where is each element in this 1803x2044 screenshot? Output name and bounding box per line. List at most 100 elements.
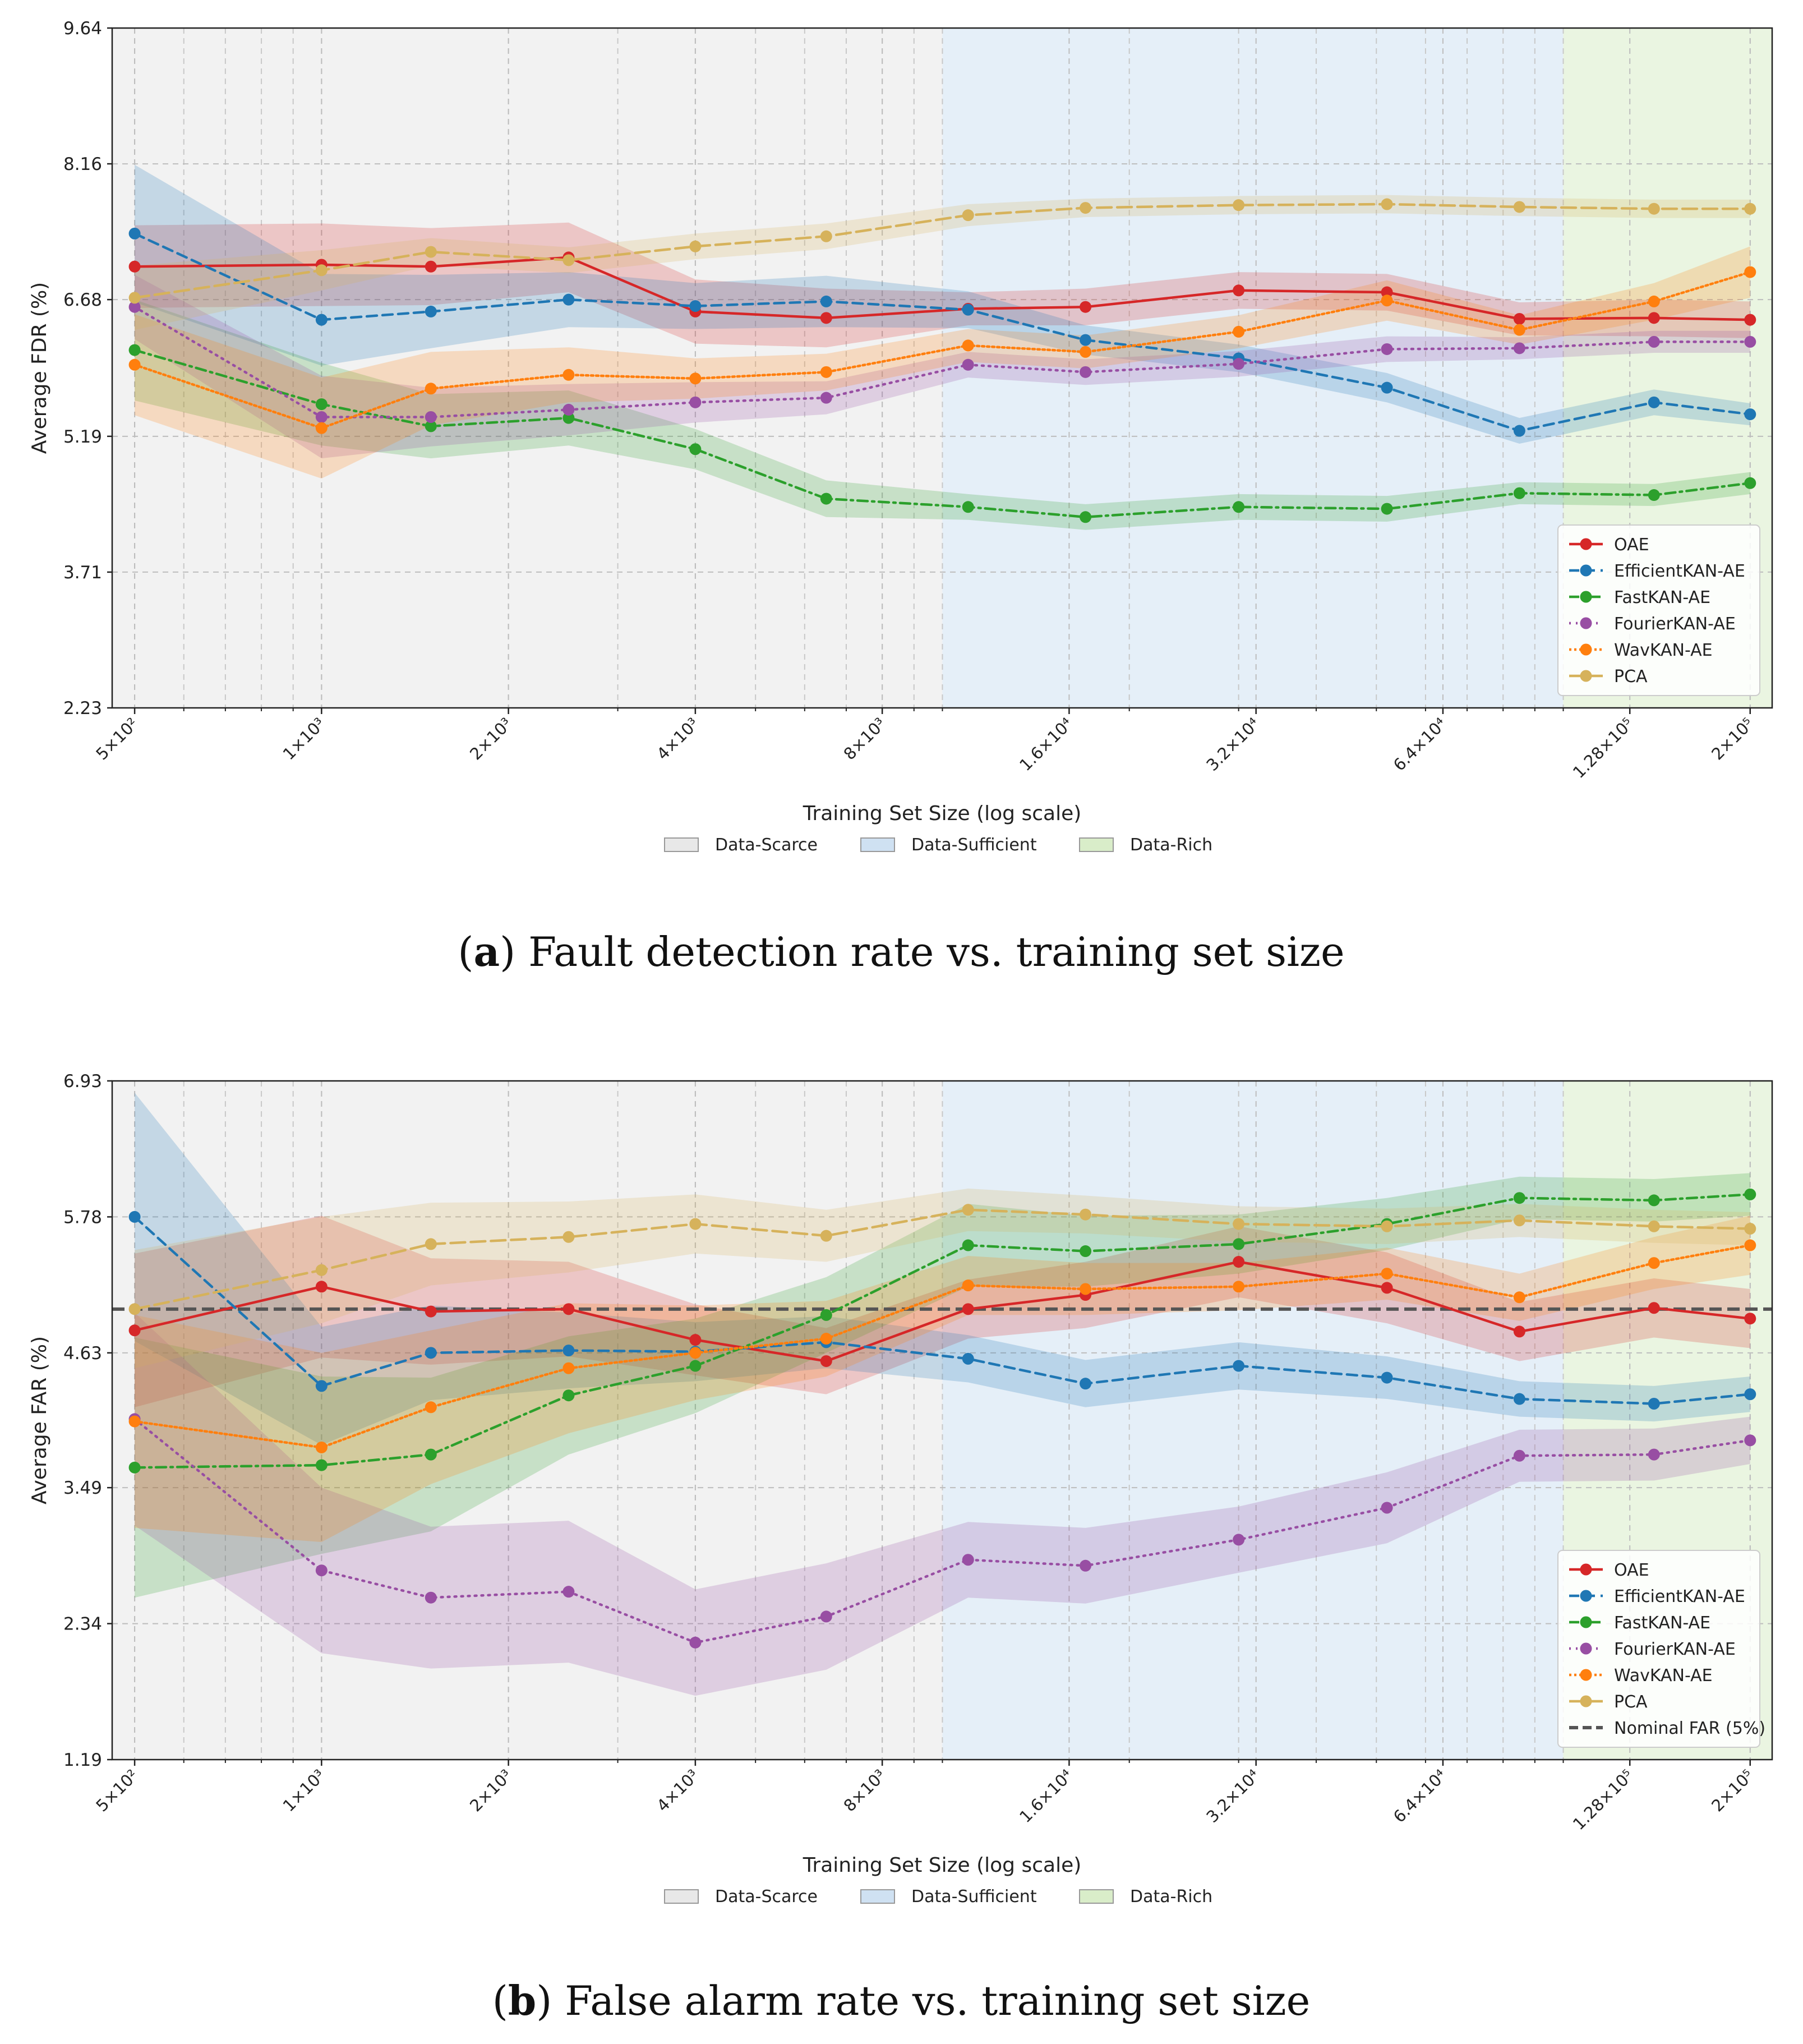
point-fourierkan-ae xyxy=(962,358,974,371)
y-tick-label: 2.34 xyxy=(63,1614,102,1635)
y-tick-label: 6.68 xyxy=(63,290,102,310)
point-efficientkan-ae xyxy=(820,295,832,307)
point-oae xyxy=(1513,312,1525,325)
point-fourierkan-ae xyxy=(1080,1559,1092,1572)
point-fastkan-ae xyxy=(1080,1245,1092,1258)
point-pca xyxy=(1381,1220,1393,1232)
point-fastkan-ae xyxy=(562,1389,575,1402)
point-pca xyxy=(425,1238,437,1250)
legend-label-fastkan-ae: FastKAN-AE xyxy=(1614,588,1710,607)
point-fastkan-ae xyxy=(962,1239,974,1251)
y-tick-label: 2.23 xyxy=(63,698,102,719)
point-pca xyxy=(1513,1214,1525,1227)
point-fastkan-ae xyxy=(1648,489,1660,501)
point-pca xyxy=(1080,1208,1092,1221)
point-oae xyxy=(425,1305,437,1318)
point-pca xyxy=(1233,1218,1245,1230)
point-efficientkan-ae xyxy=(962,303,974,316)
legend-marker-efficientkan-ae xyxy=(1580,1590,1592,1602)
point-efficientkan-ae xyxy=(1513,425,1525,437)
point-efficientkan-ae xyxy=(1513,1393,1525,1405)
point-fourierkan-ae xyxy=(1744,1434,1756,1447)
point-fastkan-ae xyxy=(820,492,832,505)
point-pca xyxy=(689,1218,702,1230)
point-pca xyxy=(1648,1220,1660,1232)
x-tick-label: 8×10³ xyxy=(840,714,890,764)
region-swatch-data-scarce xyxy=(664,837,699,852)
point-wavkan-ae xyxy=(425,1401,437,1414)
x-tick-label: 2×10³ xyxy=(466,714,516,764)
point-fastkan-ae xyxy=(1513,1192,1525,1204)
region-swatch-data-rich xyxy=(1079,1889,1114,1904)
point-fastkan-ae xyxy=(128,344,141,356)
point-pca xyxy=(562,1231,575,1243)
point-oae xyxy=(962,1303,974,1315)
point-wavkan-ae xyxy=(689,372,702,385)
point-fourierkan-ae xyxy=(1648,1448,1660,1461)
legend-box xyxy=(1557,524,1760,696)
point-pca xyxy=(1381,198,1393,210)
y-tick-label: 6.93 xyxy=(63,1071,102,1092)
legend-label-efficientkan-ae: EfficientKAN-AE xyxy=(1614,561,1745,581)
x-tick-label: 2×10³ xyxy=(466,1766,516,1816)
point-wavkan-ae xyxy=(1513,324,1525,336)
point-oae xyxy=(820,1355,832,1368)
point-wavkan-ae xyxy=(1744,266,1756,278)
y-tick-label: 8.16 xyxy=(63,154,102,174)
point-fastkan-ae xyxy=(1080,511,1092,523)
x-tick-label: 1.6×10⁴ xyxy=(1016,1766,1076,1826)
caption-letter: a xyxy=(473,928,500,975)
point-fourierkan-ae xyxy=(820,392,832,404)
point-fourierkan-ae xyxy=(1233,1534,1245,1546)
region-legend: Data-Scarce Data-Sufficient Data-Rich xyxy=(664,835,1212,855)
point-oae xyxy=(425,260,437,273)
point-wavkan-ae xyxy=(1080,1283,1092,1295)
y-tick-label: 3.49 xyxy=(63,1478,102,1498)
point-fourierkan-ae xyxy=(1381,1502,1393,1514)
point-fourierkan-ae xyxy=(1648,335,1660,348)
point-fourierkan-ae xyxy=(1744,335,1756,348)
legend-marker-wavkan-ae xyxy=(1580,643,1592,656)
point-pca xyxy=(128,1303,141,1315)
caption-text: ) Fault detection rate vs. training set … xyxy=(500,928,1344,975)
point-fastkan-ae xyxy=(425,1448,437,1461)
legend-label-pca: PCA xyxy=(1614,1692,1648,1712)
point-fourierkan-ae xyxy=(562,403,575,416)
point-pca xyxy=(1648,202,1660,215)
region-data-sufficient xyxy=(942,1081,1564,1760)
point-wavkan-ae xyxy=(128,1415,141,1428)
point-efficientkan-ae xyxy=(1648,396,1660,408)
point-oae xyxy=(1744,314,1756,326)
series-legend: OAE EfficientKAN-AE FastKAN-AE FourierKAN-A… xyxy=(1557,524,1760,696)
region-swatch-data-sufficient xyxy=(860,1889,895,1904)
region-label-data-rich: Data-Rich xyxy=(1130,1887,1212,1907)
region-swatch-data-scarce xyxy=(664,1889,699,1904)
legend-marker-fastkan-ae xyxy=(1580,591,1592,603)
y-tick-label: 5.19 xyxy=(63,427,102,447)
x-tick-label: 5×10² xyxy=(92,714,142,764)
point-fourierkan-ae xyxy=(128,301,141,313)
figure-caption: (a) Fault detection rate vs. training se… xyxy=(458,928,1344,975)
point-fourierkan-ae xyxy=(425,411,437,423)
point-pca xyxy=(820,230,832,242)
band-oae xyxy=(135,1216,1750,1407)
point-oae xyxy=(689,1334,702,1346)
legend-label-wavkan-ae: WavKAN-AE xyxy=(1614,641,1713,660)
y-tick-label: 5.78 xyxy=(63,1207,102,1227)
legend-marker-efficientkan-ae xyxy=(1580,564,1592,577)
band-wavkan-ae xyxy=(135,246,1750,479)
x-tick-label: 4×10³ xyxy=(653,714,703,764)
point-wavkan-ae xyxy=(562,1362,575,1374)
point-wavkan-ae xyxy=(1381,1268,1393,1280)
point-wavkan-ae xyxy=(1648,295,1660,307)
point-oae xyxy=(315,1281,328,1293)
y-axis-title: Average FAR (%) xyxy=(28,1336,51,1504)
point-fastkan-ae xyxy=(315,398,328,411)
legend-marker-wavkan-ae xyxy=(1580,1669,1592,1681)
point-fourierkan-ae xyxy=(425,1591,437,1604)
region-data-sufficient xyxy=(942,28,1564,708)
figure-caption: (b) False alarm rate vs. training set si… xyxy=(492,1977,1310,2024)
band-fastkan-ae xyxy=(135,300,1750,530)
point-wavkan-ae xyxy=(689,1347,702,1359)
band-oae xyxy=(135,222,1750,348)
